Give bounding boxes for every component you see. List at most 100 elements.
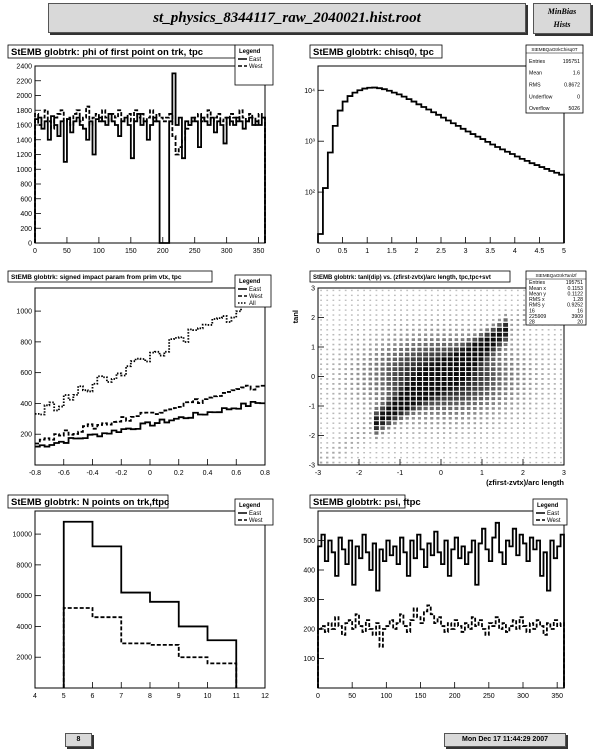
heatmap-cell — [410, 401, 416, 406]
legend-title: Legend — [239, 279, 261, 285]
y-tick-label: 1200 — [16, 152, 32, 159]
heatmap-cell — [486, 314, 489, 316]
heatmap-cell — [529, 452, 532, 454]
y-tick-label: 1800 — [16, 108, 32, 115]
y-tick-label: 1 — [311, 345, 315, 352]
heatmap-cell — [350, 422, 353, 425]
heatmap-cell — [332, 422, 335, 424]
heatmap-cell — [529, 447, 532, 449]
heatmap-cell — [522, 343, 526, 346]
heatmap-cell — [460, 391, 465, 396]
heatmap-cell — [516, 299, 519, 302]
heatmap-cell — [510, 323, 514, 326]
heatmap-cell — [486, 442, 489, 444]
heatmap-cell — [417, 396, 422, 401]
heatmap-cell — [406, 461, 409, 464]
heatmap-cell — [362, 353, 366, 356]
heatmap-cell — [424, 442, 427, 444]
heatmap-cell — [424, 314, 427, 316]
heatmap-cell — [541, 397, 544, 400]
heatmap-cell — [516, 412, 520, 415]
heatmap-cell — [541, 422, 544, 424]
x-tick-label: 300 — [517, 693, 529, 700]
heatmap-cell — [559, 388, 562, 390]
heatmap-cell — [559, 363, 562, 365]
heatmap-cell — [338, 382, 341, 385]
heatmap-cell — [362, 402, 366, 405]
heatmap-cell — [412, 461, 415, 464]
heatmap-cell — [454, 411, 459, 415]
heatmap-cell — [387, 324, 390, 326]
heatmap-cell — [368, 422, 372, 425]
heatmap-cell — [473, 437, 476, 439]
heatmap-cell — [332, 319, 335, 321]
heatmap-cell — [461, 427, 464, 430]
heatmap-cell — [510, 358, 514, 361]
heatmap-cell — [412, 427, 415, 430]
heatmap-cell — [356, 372, 360, 376]
heatmap-cell — [418, 427, 421, 430]
heatmap-cell — [356, 382, 360, 386]
heatmap-cell — [467, 299, 470, 302]
heatmap-cell — [381, 324, 384, 326]
heatmap-cell — [373, 416, 379, 421]
heatmap-cell — [368, 367, 373, 371]
heatmap-cell — [497, 357, 502, 361]
heatmap-cell — [461, 309, 464, 311]
heatmap-cell — [509, 377, 514, 381]
heatmap-cell — [516, 353, 520, 356]
heatmap-cell — [516, 422, 519, 425]
heatmap-cell — [503, 377, 508, 381]
heatmap-cell — [484, 386, 490, 391]
heatmap-cell — [398, 372, 404, 377]
heatmap-cell — [510, 299, 513, 301]
heatmap-cell — [357, 456, 359, 459]
heatmap-cell — [381, 289, 384, 292]
heatmap-cell — [472, 391, 478, 396]
heatmap-cell — [326, 299, 329, 301]
heatmap-cell — [393, 343, 397, 346]
heatmap-cell — [509, 372, 514, 376]
heatmap-cell — [535, 353, 538, 356]
heatmap-cell — [375, 309, 378, 311]
heatmap-cell — [492, 461, 495, 464]
heatmap-cell — [523, 432, 525, 434]
heatmap-cell — [490, 352, 496, 357]
heatmap-cell — [454, 417, 458, 420]
heatmap-cell — [356, 407, 360, 410]
heatmap-cell — [541, 338, 544, 341]
heatmap-cell — [504, 427, 507, 429]
heatmap-cell — [496, 342, 502, 347]
heatmap-cell — [380, 357, 385, 361]
heatmap-cell — [387, 328, 390, 331]
heatmap-cell — [417, 362, 422, 367]
x-tick-label: 200 — [449, 693, 461, 700]
heatmap-cell — [436, 427, 440, 430]
heatmap-cell — [461, 451, 464, 454]
heatmap-cell — [369, 294, 372, 297]
heatmap-cell — [320, 442, 322, 444]
x-tick-label: 2 — [521, 470, 525, 477]
heatmap-cell — [374, 362, 379, 366]
heatmap-cell — [406, 309, 409, 311]
heatmap-cell — [332, 304, 335, 306]
heatmap-cell — [381, 442, 384, 444]
heatmap-cell — [320, 383, 323, 385]
heatmap-cell — [441, 391, 447, 396]
heatmap-cell — [386, 406, 392, 411]
heatmap-cell — [484, 376, 490, 381]
heatmap-cell — [541, 348, 544, 351]
heatmap-cell — [398, 391, 404, 396]
heatmap-cell — [560, 442, 562, 444]
x-tick-label: 12 — [261, 693, 269, 700]
heatmap-cell — [392, 362, 398, 367]
heatmap-cell — [363, 299, 365, 301]
heatmap-cell — [503, 397, 508, 400]
heatmap-cell — [369, 333, 372, 336]
heatmap-cell — [453, 396, 459, 401]
heatmap-cell — [386, 416, 392, 421]
heatmap-cell — [516, 358, 520, 361]
heatmap-cell — [375, 324, 378, 326]
heatmap-cell — [486, 461, 488, 464]
heatmap-cell — [320, 299, 322, 301]
